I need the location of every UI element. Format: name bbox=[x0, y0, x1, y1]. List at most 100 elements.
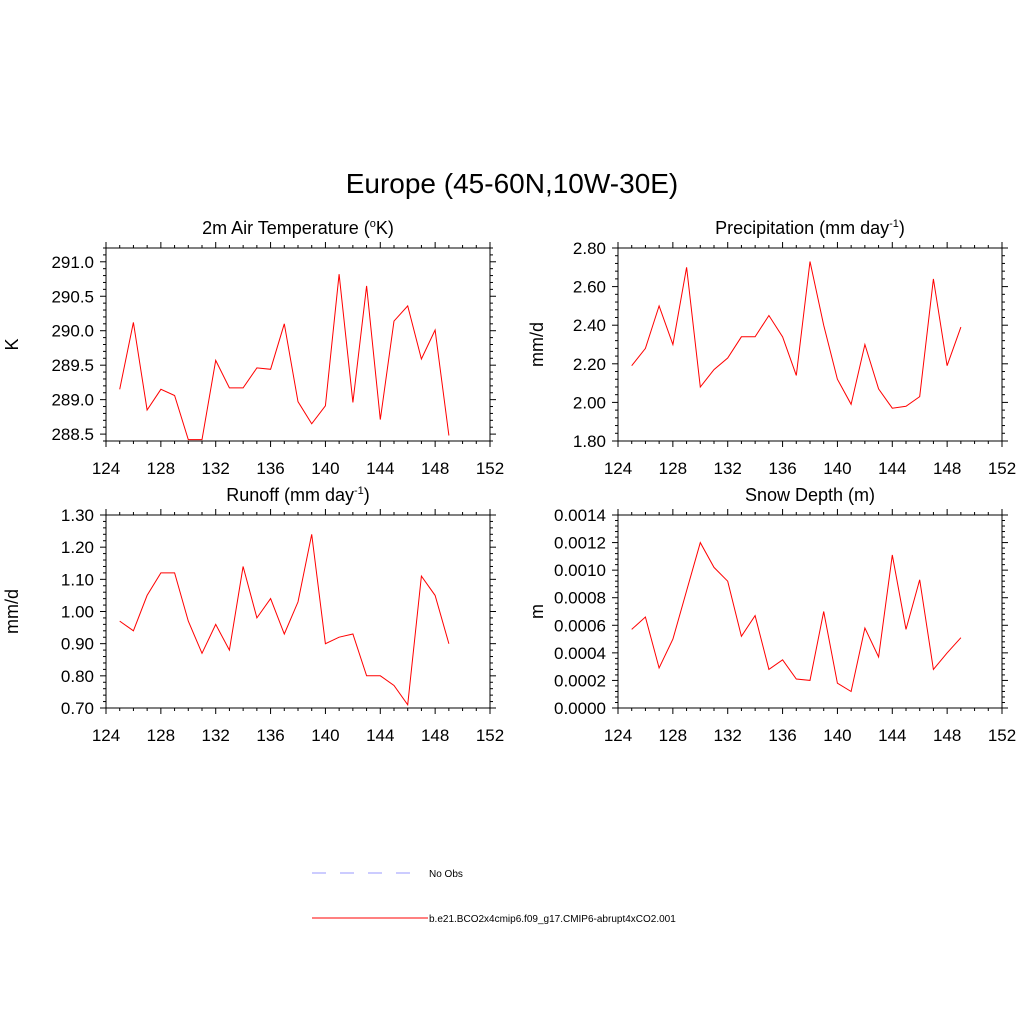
x-tick-label: 144 bbox=[366, 726, 394, 745]
series-line bbox=[119, 534, 450, 707]
data-point bbox=[352, 402, 353, 403]
x-tick-label: 140 bbox=[311, 726, 339, 745]
data-point bbox=[768, 315, 769, 316]
x-tick-label: 132 bbox=[202, 726, 230, 745]
data-point bbox=[755, 615, 756, 616]
data-point bbox=[325, 405, 326, 406]
data-point bbox=[686, 267, 687, 268]
data-point bbox=[311, 423, 312, 424]
y-tick-label: 2.60 bbox=[573, 278, 606, 297]
data-point bbox=[188, 439, 189, 440]
data-point bbox=[435, 595, 436, 596]
data-point bbox=[727, 581, 728, 582]
x-tick-label: 152 bbox=[988, 459, 1016, 478]
panel-title: 2m Air Temperature (oK) bbox=[202, 218, 394, 238]
data-point bbox=[297, 401, 298, 402]
data-point bbox=[215, 360, 216, 361]
data-point bbox=[905, 406, 906, 407]
data-point bbox=[960, 637, 961, 638]
data-point bbox=[947, 365, 948, 366]
x-tick-label: 136 bbox=[768, 459, 796, 478]
data-point bbox=[700, 386, 701, 387]
y-tick-label: 0.0012 bbox=[554, 534, 606, 553]
data-point bbox=[892, 554, 893, 555]
x-tick-label: 124 bbox=[604, 726, 632, 745]
data-point bbox=[160, 389, 161, 390]
data-point bbox=[919, 579, 920, 580]
x-tick-label: 124 bbox=[604, 459, 632, 478]
x-tick-label: 128 bbox=[659, 726, 687, 745]
data-point bbox=[448, 643, 449, 644]
y-tick-label: 0.90 bbox=[61, 635, 94, 654]
data-point bbox=[435, 329, 436, 330]
data-point bbox=[133, 322, 134, 323]
data-point bbox=[201, 653, 202, 654]
plot-frame bbox=[105, 514, 491, 709]
panel-air-temperature: 124 128 132 136 140 144 148 152 288.5 289.0 289.5 2… bbox=[2, 218, 504, 478]
panel-title-end: ) bbox=[899, 218, 905, 238]
y-tick-label: 0.0006 bbox=[554, 616, 606, 635]
x-tick-label: 136 bbox=[256, 459, 284, 478]
y-tick-label: 0.0014 bbox=[554, 506, 606, 525]
panel-title-main: 2m Air Temperature ( bbox=[202, 218, 370, 238]
legend-label-obs: No Obs bbox=[429, 869, 463, 880]
data-point bbox=[243, 387, 244, 388]
panel-title-superscript: -1 bbox=[889, 218, 899, 230]
data-point bbox=[864, 627, 865, 628]
x-tick-label: 144 bbox=[878, 459, 906, 478]
legend-label-model: b.e21.BCO2x4cmip6.f09_g17.CMIP6-abrupt4x… bbox=[429, 914, 676, 925]
data-point bbox=[659, 667, 660, 668]
data-point bbox=[809, 680, 810, 681]
data-point bbox=[133, 630, 134, 631]
data-point bbox=[878, 388, 879, 389]
data-point bbox=[119, 389, 120, 390]
x-tick-label: 136 bbox=[256, 726, 284, 745]
data-point bbox=[421, 576, 422, 577]
data-point bbox=[631, 365, 632, 366]
data-point bbox=[809, 261, 810, 262]
y-tick-label: 1.20 bbox=[61, 538, 94, 557]
data-point bbox=[960, 327, 961, 328]
data-point bbox=[174, 395, 175, 396]
data-point bbox=[782, 659, 783, 660]
x-tick-label: 148 bbox=[933, 459, 961, 478]
x-tick-label: 144 bbox=[878, 726, 906, 745]
data-point bbox=[256, 367, 257, 368]
data-point bbox=[215, 624, 216, 625]
data-point bbox=[741, 336, 742, 337]
data-point bbox=[700, 542, 701, 543]
data-point bbox=[851, 404, 852, 405]
x-tick-label: 148 bbox=[933, 726, 961, 745]
data-point bbox=[448, 435, 449, 436]
data-point bbox=[796, 678, 797, 679]
y-tick-label: 2.80 bbox=[573, 239, 606, 258]
y-tick-label: 0.0010 bbox=[554, 561, 606, 580]
data-point bbox=[160, 572, 161, 573]
data-point bbox=[366, 285, 367, 286]
data-point bbox=[631, 629, 632, 630]
y-tick-label: 2.00 bbox=[573, 393, 606, 412]
data-point bbox=[823, 325, 824, 326]
panel-title-end: ) bbox=[364, 485, 370, 505]
y-tick-label: 0.0004 bbox=[554, 644, 606, 663]
x-tick-label: 140 bbox=[823, 726, 851, 745]
data-point bbox=[796, 375, 797, 376]
y-axis-label: K bbox=[2, 338, 22, 350]
panel-title-main: Precipitation (mm day bbox=[715, 218, 889, 238]
x-tick-label: 152 bbox=[988, 726, 1016, 745]
x-tick-label: 124 bbox=[92, 726, 120, 745]
data-point bbox=[741, 636, 742, 637]
data-point bbox=[229, 650, 230, 651]
y-tick-label: 1.10 bbox=[61, 570, 94, 589]
x-tick-label: 128 bbox=[659, 459, 687, 478]
data-point bbox=[755, 336, 756, 337]
data-point bbox=[672, 638, 673, 639]
y-tick-label: 1.00 bbox=[61, 603, 94, 622]
data-point bbox=[407, 704, 408, 705]
data-point bbox=[311, 534, 312, 535]
panel-title-main: Snow Depth (m) bbox=[745, 485, 875, 505]
main-title: Europe (45-60N,10W-30E) bbox=[346, 168, 679, 199]
y-tick-label: 288.5 bbox=[51, 425, 94, 444]
x-tick-label: 148 bbox=[421, 726, 449, 745]
